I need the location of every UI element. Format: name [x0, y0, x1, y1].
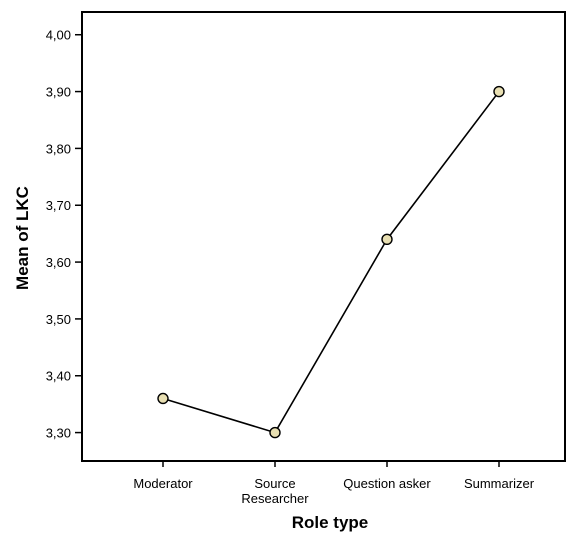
y-tick-label: 3,50	[46, 312, 71, 327]
data-point	[381, 233, 393, 246]
data-point	[269, 426, 281, 439]
plot-border	[81, 11, 566, 462]
y-axis: 3,30 3,40 3,50 3,60 3,70 3,80 3,90 4,00	[46, 28, 82, 441]
x-tick-label: Source Researcher	[241, 476, 309, 506]
y-axis-title: Mean of LKC	[13, 186, 32, 290]
data-point	[493, 85, 505, 98]
y-tick-label: 3,80	[46, 141, 71, 156]
data-point	[157, 392, 169, 405]
x-tick-label: Moderator	[133, 476, 193, 491]
x-axis: Moderator Source Researcher Question asker S…	[133, 461, 535, 506]
y-tick-label: 3,40	[46, 369, 71, 384]
y-tick-label: 3,70	[46, 198, 71, 213]
series-line	[162, 91, 500, 434]
x-axis-title: Role type	[292, 513, 369, 532]
plot-area	[81, 11, 566, 462]
y-tick-label: 3,30	[46, 426, 71, 441]
y-tick-label: 3,60	[46, 255, 71, 270]
x-tick-label: Question asker	[343, 476, 431, 491]
x-tick-label: Summarizer	[464, 476, 535, 491]
y-tick-label: 3,90	[46, 85, 71, 100]
series-group	[157, 85, 505, 439]
y-tick-label: 4,00	[46, 28, 71, 43]
